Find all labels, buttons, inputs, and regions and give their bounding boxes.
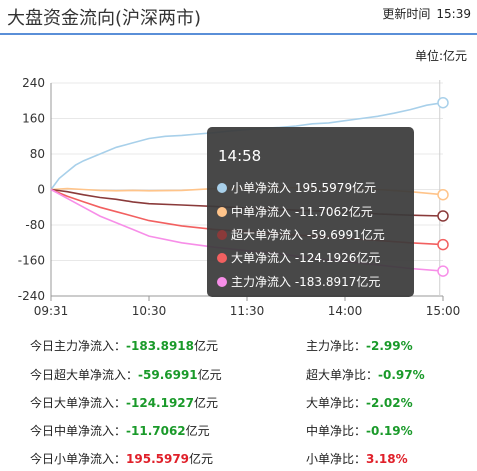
legend-dot-icon bbox=[217, 183, 227, 193]
chart-tooltip: 14:58 小单净流入 195.5979亿元 中单净流入 -11.7062亿元 … bbox=[207, 127, 414, 297]
legend-dot-icon bbox=[217, 277, 227, 287]
tooltip-row-text: 大单净流入 -124.1926亿元 bbox=[231, 251, 381, 265]
x-tick-label: 14:00 bbox=[328, 304, 363, 318]
y-tick-label: -80 bbox=[25, 218, 45, 232]
x-tick-label: 15:00 bbox=[426, 304, 461, 318]
stat-medium-inflow: 今日中单净流入：-11.7062亿元 bbox=[30, 424, 210, 438]
header: 大盘资金流向(沪深两市) 更新时间 15:39 bbox=[0, 0, 477, 34]
tooltip-row-small: 小单净流入 195.5979亿元 bbox=[217, 179, 376, 196]
series-end-point-3 bbox=[437, 238, 449, 251]
page-title: 大盘资金流向(沪深两市) bbox=[7, 8, 202, 29]
x-tick-label: 11:30 bbox=[230, 304, 265, 318]
update-label: 更新时间 bbox=[382, 7, 431, 21]
legend-dot-icon bbox=[217, 207, 227, 217]
x-tick-label: 10:30 bbox=[132, 304, 167, 318]
tooltip-row-text: 超大单净流入 -59.6991亿元 bbox=[231, 228, 385, 242]
x-tick-label: 09:31 bbox=[34, 304, 69, 318]
update-info: 更新时间 15:39 bbox=[382, 5, 471, 22]
tooltip-row-medium: 中单净流入 -11.7062亿元 bbox=[217, 203, 373, 220]
header-divider bbox=[0, 33, 477, 35]
stat-large-ratio: 大单净比：-2.02% bbox=[306, 396, 413, 410]
stat-main-ratio: 主力净比：-2.99% bbox=[306, 339, 413, 353]
tooltip-row-text: 小单净流入 195.5979亿元 bbox=[231, 181, 377, 195]
stat-super-large-inflow: 今日超大单净流入：-59.6991亿元 bbox=[30, 368, 222, 382]
update-time: 15:39 bbox=[436, 7, 471, 21]
stat-small-inflow: 今日小单净流入：195.5979亿元 bbox=[30, 452, 214, 466]
y-tick-label: 160 bbox=[22, 112, 45, 126]
y-tick-label: -240 bbox=[18, 289, 45, 303]
legend-dot-icon bbox=[217, 253, 227, 263]
tooltip-row-large: 大单净流入 -124.1926亿元 bbox=[217, 249, 380, 266]
y-tick-label: -160 bbox=[18, 254, 45, 268]
tooltip-time: 14:58 bbox=[218, 147, 262, 165]
tooltip-row-super-large: 超大单净流入 -59.6991亿元 bbox=[217, 226, 385, 243]
legend-dot-icon bbox=[217, 230, 227, 240]
series-end-point-1 bbox=[437, 188, 449, 201]
unit-label: 单位:亿元 bbox=[414, 49, 467, 63]
stat-medium-ratio: 中单净比：-0.19% bbox=[306, 424, 413, 438]
y-tick-label: 240 bbox=[22, 76, 45, 90]
stat-small-ratio: 小单净比：3.18% bbox=[306, 452, 408, 466]
series-end-point-2 bbox=[437, 210, 449, 222]
series-end-point-0 bbox=[437, 96, 449, 109]
tooltip-row-text: 主力净流入 -183.8917亿元 bbox=[231, 275, 381, 289]
series-end-point-4 bbox=[437, 265, 449, 277]
stat-large-inflow: 今日大单净流入：-124.1927亿元 bbox=[30, 396, 219, 410]
tooltip-row-text: 中单净流入 -11.7062亿元 bbox=[231, 205, 373, 219]
stat-main-inflow: 今日主力净流入：-183.8918亿元 bbox=[30, 339, 219, 353]
y-tick-label: 0 bbox=[37, 183, 45, 197]
tooltip-row-main: 主力净流入 -183.8917亿元 bbox=[217, 273, 380, 290]
stat-super-large-ratio: 超大单净比：-0.97% bbox=[306, 368, 425, 382]
y-tick-label: 80 bbox=[30, 147, 45, 161]
